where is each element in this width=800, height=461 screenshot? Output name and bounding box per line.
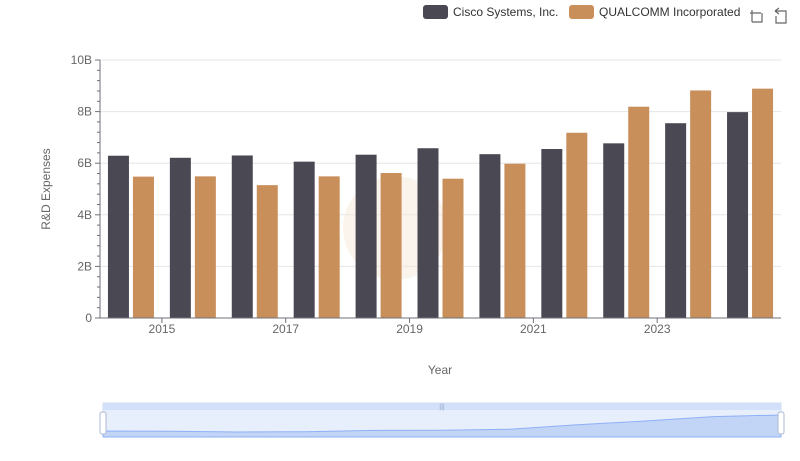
bar-qualcomm-2020[interactable] bbox=[504, 163, 526, 318]
bar-cisco-2020[interactable] bbox=[479, 154, 501, 318]
data-zoom-slider[interactable]: ||| bbox=[99, 402, 785, 438]
bars bbox=[107, 88, 774, 319]
x-axis-title: Year bbox=[428, 363, 452, 377]
slider-top-bar[interactable] bbox=[103, 403, 781, 410]
legend-label-qualcomm: QUALCOMM Incorporated bbox=[599, 5, 740, 19]
bar-qualcomm-2017[interactable] bbox=[318, 176, 340, 318]
zoom-icon[interactable] bbox=[750, 10, 763, 23]
y-tick-label: 8B bbox=[77, 105, 92, 119]
bar-qualcomm-2018[interactable] bbox=[380, 173, 402, 318]
y-tick-label: 0 bbox=[85, 311, 92, 325]
y-axis-title: R&D Expenses bbox=[39, 148, 53, 229]
slider-handle-right[interactable] bbox=[777, 411, 785, 435]
bar-qualcomm-2014[interactable] bbox=[132, 176, 154, 318]
bar-qualcomm-2016[interactable] bbox=[256, 185, 278, 318]
legend-swatch-cisco bbox=[423, 5, 448, 19]
bar-cisco-2019[interactable] bbox=[417, 148, 439, 318]
slider-preview-area bbox=[102, 414, 782, 438]
bar-cisco-2015[interactable] bbox=[169, 157, 191, 318]
axes: 0 2B 4B 6B 8B 10B 2015 2017 2019 2021 2023 bbox=[71, 53, 781, 336]
legend: Cisco Systems, Inc. QUALCOMM Incorporate… bbox=[423, 5, 740, 19]
bar-qualcomm-2021[interactable] bbox=[566, 132, 588, 318]
legend-item-qualcomm[interactable]: QUALCOMM Incorporated bbox=[569, 5, 740, 19]
bar-qualcomm-2022[interactable] bbox=[628, 106, 650, 318]
bar-cisco-2016[interactable] bbox=[231, 155, 253, 318]
bar-cisco-2021[interactable] bbox=[541, 149, 563, 318]
x-tick-label: 2015 bbox=[149, 322, 176, 336]
bar-cisco-2014[interactable] bbox=[107, 155, 129, 318]
bar-cisco-2024[interactable] bbox=[727, 112, 749, 318]
bar-cisco-2017[interactable] bbox=[293, 161, 315, 318]
x-tick-label: 2023 bbox=[644, 322, 671, 336]
x-tick-label: 2019 bbox=[396, 322, 423, 336]
y-tick-label: 6B bbox=[77, 156, 92, 170]
x-tick-label: 2017 bbox=[272, 322, 299, 336]
bar-qualcomm-2019[interactable] bbox=[442, 178, 464, 318]
x-tick-label: 2021 bbox=[520, 322, 547, 336]
bar-qualcomm-2015[interactable] bbox=[194, 176, 216, 318]
legend-item-cisco[interactable]: Cisco Systems, Inc. bbox=[423, 5, 558, 19]
bar-cisco-2023[interactable] bbox=[665, 123, 687, 319]
y-tick-label: 10B bbox=[71, 53, 92, 67]
y-tick-label: 4B bbox=[77, 208, 92, 222]
legend-label-cisco: Cisco Systems, Inc. bbox=[453, 5, 558, 19]
legend-swatch-qualcomm bbox=[569, 5, 594, 19]
y-tick-label: 2B bbox=[77, 259, 92, 273]
bar-qualcomm-2023[interactable] bbox=[690, 90, 712, 318]
slider-grip-icon[interactable]: ||| bbox=[439, 404, 445, 411]
bar-cisco-2022[interactable] bbox=[603, 143, 625, 318]
bar-qualcomm-2024[interactable] bbox=[752, 88, 774, 318]
restore-icon[interactable] bbox=[774, 7, 787, 24]
bar-cisco-2018[interactable] bbox=[355, 154, 377, 318]
slider-handle-left[interactable] bbox=[99, 411, 107, 435]
